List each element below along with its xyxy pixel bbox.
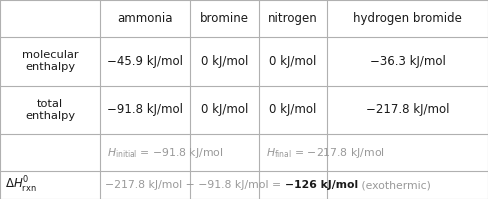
Text: −126 kJ/mol: −126 kJ/mol xyxy=(285,180,358,190)
Text: hydrogen bromide: hydrogen bromide xyxy=(353,12,462,25)
Text: total
enthalpy: total enthalpy xyxy=(25,99,75,121)
Text: −217.8 kJ/mol − −91.8 kJ/mol =: −217.8 kJ/mol − −91.8 kJ/mol = xyxy=(105,180,285,190)
Text: −91.8 kJ/mol: −91.8 kJ/mol xyxy=(107,103,183,116)
Text: $H_\mathrm{initial}$ = −91.8 kJ/mol: $H_\mathrm{initial}$ = −91.8 kJ/mol xyxy=(107,146,224,160)
Text: $\Delta H^0_\mathrm{rxn}$: $\Delta H^0_\mathrm{rxn}$ xyxy=(5,175,37,195)
Text: 0 kJ/mol: 0 kJ/mol xyxy=(269,103,317,116)
Text: −45.9 kJ/mol: −45.9 kJ/mol xyxy=(107,55,183,68)
Text: (exothermic): (exothermic) xyxy=(358,180,430,190)
Text: molecular
enthalpy: molecular enthalpy xyxy=(21,50,79,72)
Text: ammonia: ammonia xyxy=(118,12,173,25)
Text: nitrogen: nitrogen xyxy=(268,12,318,25)
Text: 0 kJ/mol: 0 kJ/mol xyxy=(201,55,248,68)
Text: 0 kJ/mol: 0 kJ/mol xyxy=(201,103,248,116)
Text: bromine: bromine xyxy=(200,12,249,25)
Text: $H_\mathrm{final}$ = −217.8 kJ/mol: $H_\mathrm{final}$ = −217.8 kJ/mol xyxy=(266,146,385,160)
Text: −36.3 kJ/mol: −36.3 kJ/mol xyxy=(369,55,446,68)
Text: 0 kJ/mol: 0 kJ/mol xyxy=(269,55,317,68)
Text: −217.8 kJ/mol: −217.8 kJ/mol xyxy=(366,103,449,116)
